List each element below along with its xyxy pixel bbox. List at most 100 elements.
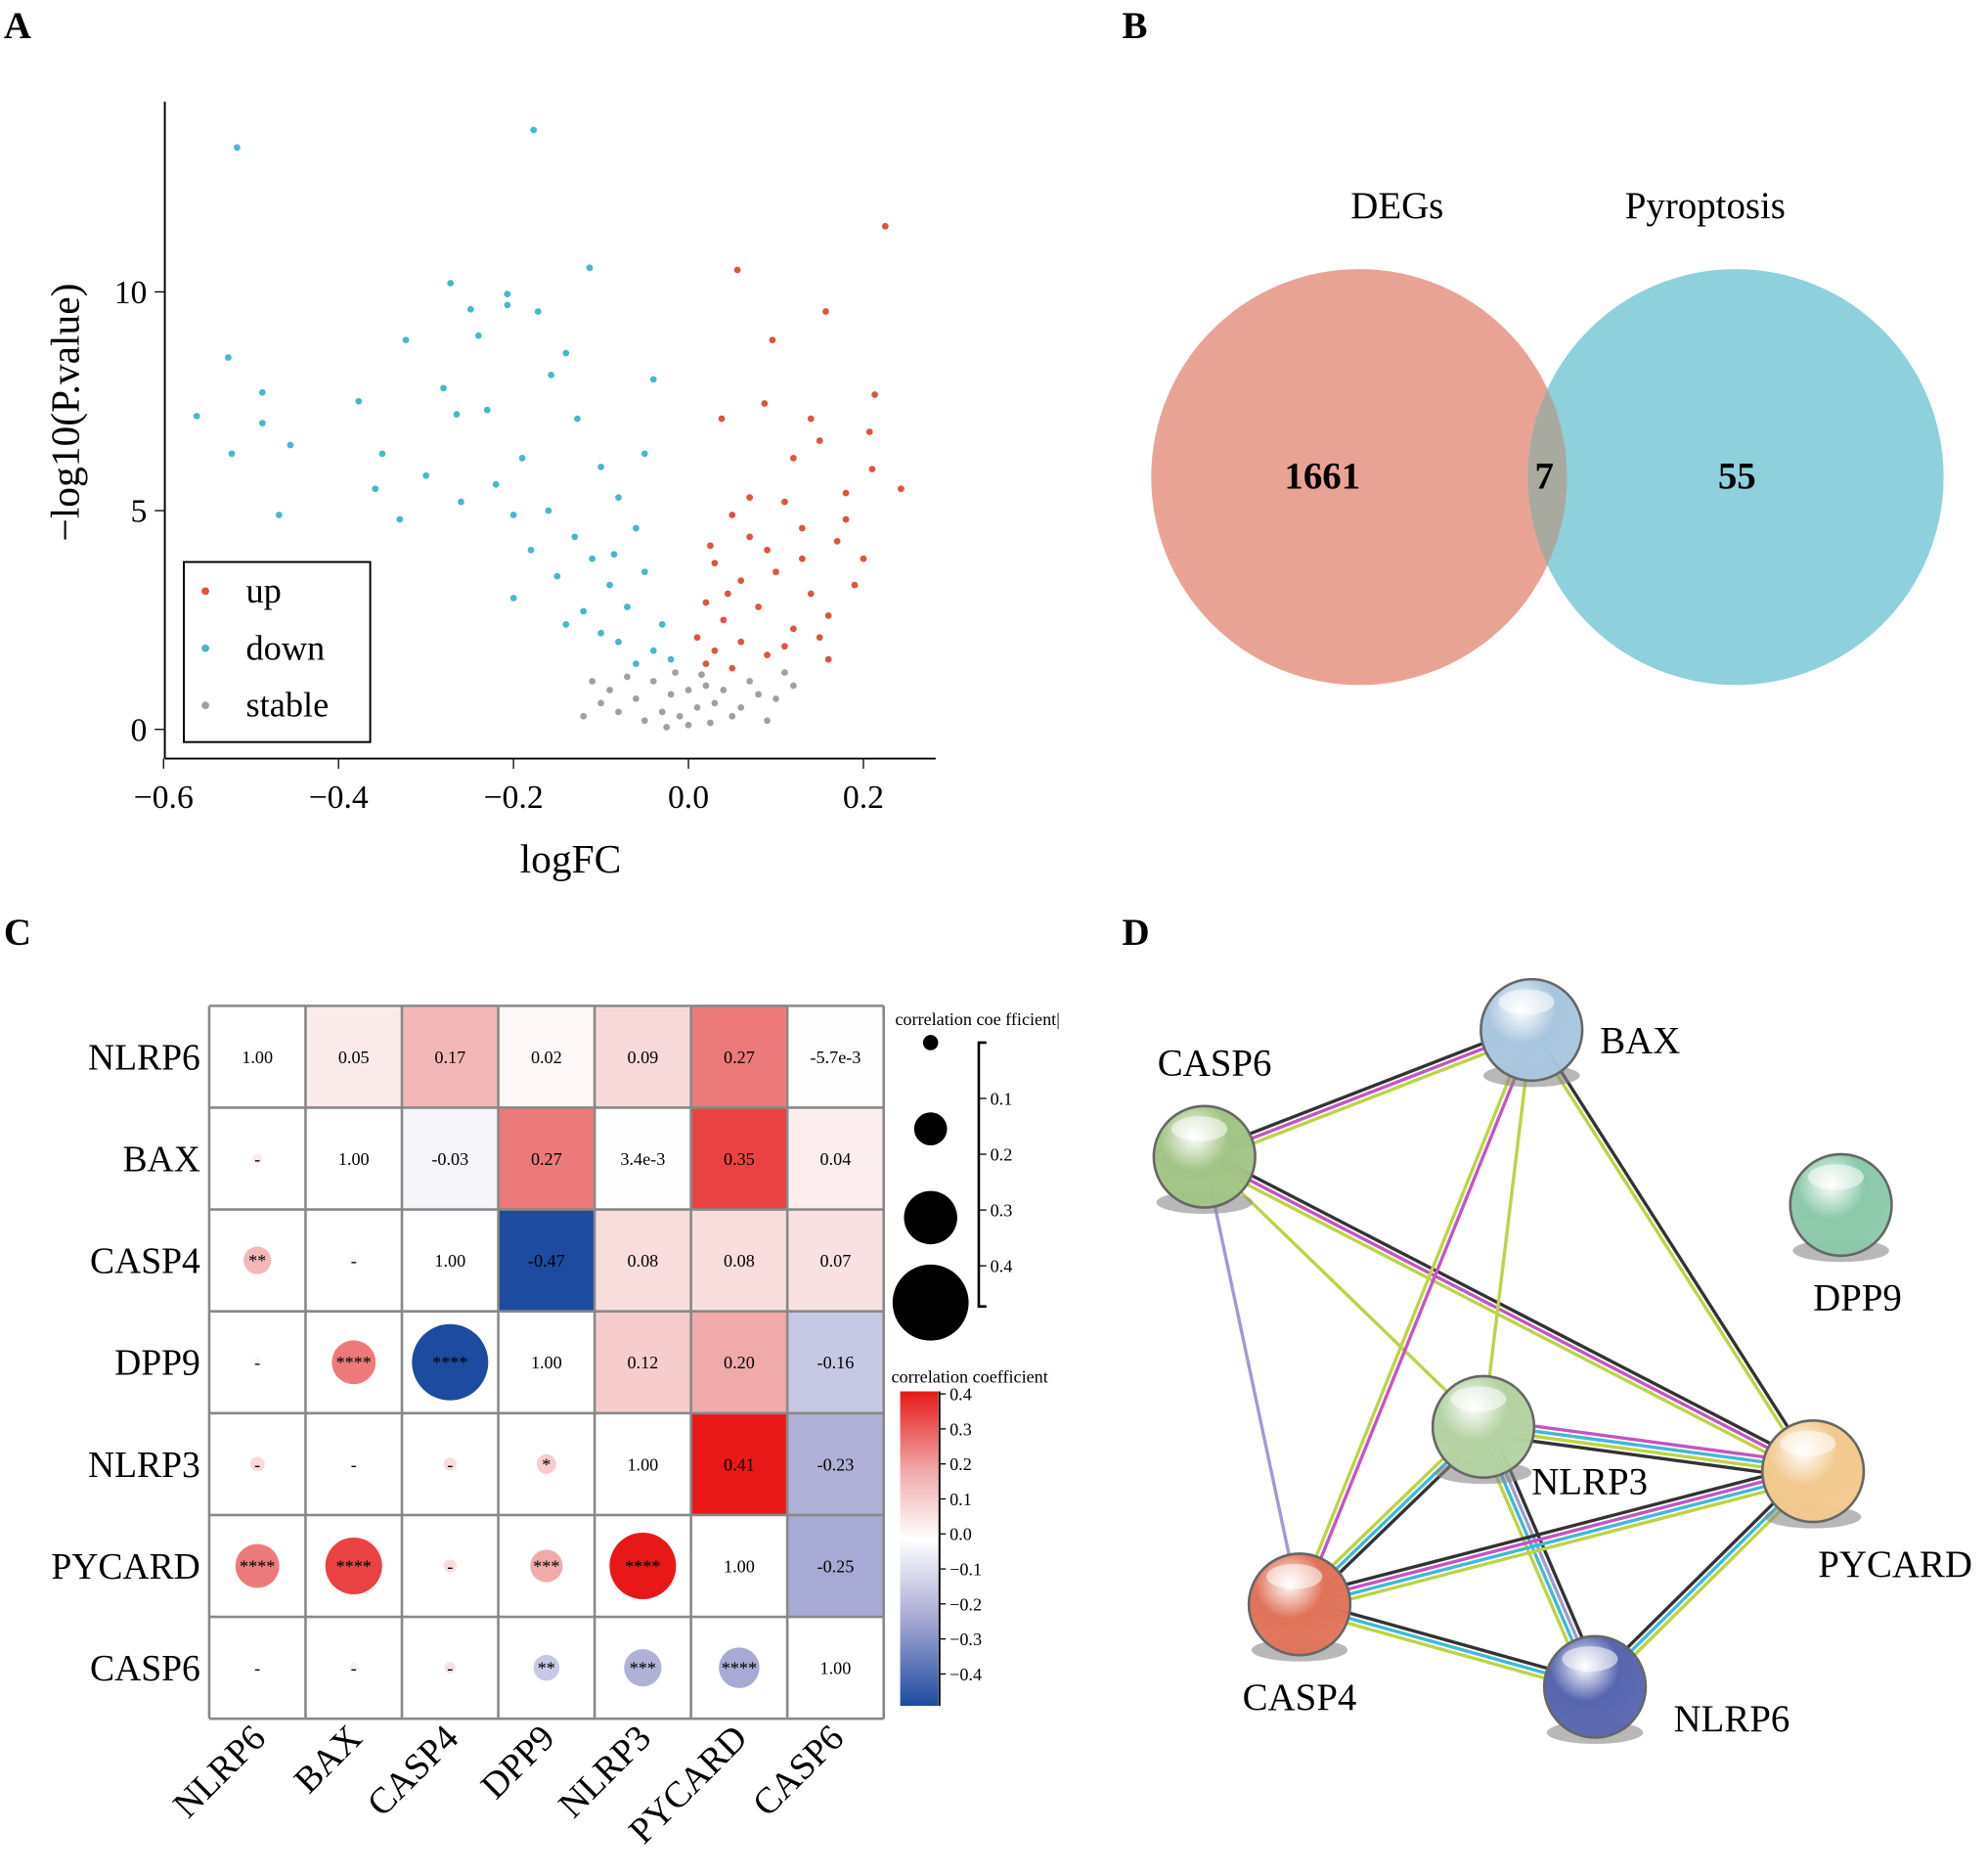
- edge-NLRP3-PYCARD: [1482, 1427, 1813, 1476]
- correlation-circle: [536, 1453, 556, 1474]
- correlation-circle: [609, 1532, 677, 1600]
- color-legend-tick-label: 0.0: [950, 1525, 972, 1544]
- significance-stars: -: [351, 1251, 357, 1271]
- point-down: [509, 595, 517, 602]
- significance-stars: -: [447, 1556, 453, 1576]
- point-up: [764, 546, 771, 554]
- edge-CASP4-PYCARD: [1298, 1467, 1813, 1604]
- significance-stars: ****: [336, 1556, 372, 1576]
- point-stable: [693, 703, 701, 711]
- point-stable: [672, 669, 679, 676]
- panel-label-d: D: [1122, 912, 1149, 954]
- point-stable: [580, 712, 588, 720]
- y-axis-label: −log10(P.value): [42, 284, 88, 542]
- point-stable: [764, 717, 771, 725]
- significance-stars: -: [351, 1659, 357, 1678]
- point-down: [447, 280, 455, 287]
- color-legend-tick-label: 0.2: [950, 1454, 972, 1474]
- color-legend-tick-label: 0.4: [950, 1385, 972, 1405]
- heatmap-cell: [690, 1209, 788, 1312]
- edge-BAX-NLRP3: [1481, 1029, 1533, 1428]
- point-down: [453, 411, 461, 419]
- heatmap-cell: [498, 1005, 596, 1108]
- legend-marker-down: [201, 644, 209, 652]
- cell-value: 0.27: [724, 1048, 755, 1067]
- point-up: [718, 415, 726, 423]
- point-down: [402, 336, 410, 343]
- point-down: [548, 372, 554, 379]
- heatmap-cell: [498, 1107, 596, 1210]
- volcano-plot: −0.6 −0.4 −0.2 0.0 0.2 0 5 10 logFC −log10(P.valu…: [42, 101, 936, 881]
- point-down: [504, 301, 511, 309]
- correlation-circle: [252, 1153, 263, 1164]
- point-stable: [632, 695, 640, 702]
- cell-value: -0.25: [817, 1556, 855, 1576]
- point-up: [807, 590, 815, 598]
- correlation-circle: [325, 1537, 382, 1595]
- cell-value: 3.4e-3: [620, 1149, 665, 1169]
- significance-stars: -: [254, 1659, 260, 1678]
- heatmap-cell: [787, 1107, 884, 1210]
- point-up: [711, 647, 719, 654]
- size-legend-axis: [977, 1041, 987, 1308]
- node-label-dpp9: DPP9: [1813, 1277, 1902, 1319]
- point-down: [606, 581, 613, 589]
- point-up: [707, 542, 714, 550]
- point-down: [504, 290, 511, 298]
- point-up: [702, 660, 710, 667]
- point-up: [871, 391, 878, 398]
- size-legend-circle: [922, 1035, 939, 1050]
- heatmap-cell: [787, 1005, 884, 1108]
- count-degs-only: 1661: [1284, 455, 1360, 497]
- point-up: [746, 533, 754, 541]
- color-legend-tick-label: −0.2: [950, 1594, 982, 1614]
- col-label-CASP4: CASP4: [360, 1718, 467, 1825]
- point-stable: [711, 699, 719, 707]
- x-tick-label: 0.2: [843, 780, 884, 816]
- point-stable: [624, 673, 631, 681]
- point-up: [737, 638, 745, 646]
- point-up: [842, 515, 850, 523]
- cell-value: 0.07: [820, 1251, 852, 1271]
- size-legend-title: correlation coe fficient|: [895, 1009, 1060, 1029]
- edge-NLRP3-PYCARD: [1481, 1432, 1813, 1481]
- significance-stars: -: [447, 1659, 453, 1678]
- row-label-NLRP3: NLRP3: [88, 1445, 200, 1486]
- cell-value: -0.47: [528, 1251, 565, 1271]
- point-stable: [589, 678, 596, 685]
- point-down: [649, 647, 657, 654]
- heatmap-cell: [787, 1514, 884, 1618]
- point-down: [597, 629, 604, 637]
- correlation-circle: [443, 1457, 457, 1471]
- legend-box: [183, 560, 372, 743]
- point-down: [474, 332, 482, 339]
- cell-value: 0.17: [434, 1048, 465, 1067]
- edge-CASP4-PYCARD: [1300, 1472, 1815, 1609]
- size-legend-circle: [913, 1112, 948, 1145]
- set-circle-pyroptosis: [1527, 269, 1944, 686]
- cell-value: 1.00: [434, 1251, 465, 1271]
- edge-CASP6-CASP4: [1203, 1156, 1302, 1605]
- size-legend-tick-label: 0.4: [991, 1257, 1013, 1276]
- venn-diagram: DEGs Pyroptosis 1661 7 55: [1151, 185, 1944, 686]
- point-up: [868, 466, 876, 472]
- cell-value: 0.08: [627, 1251, 658, 1271]
- count-intersection: 7: [1534, 455, 1553, 497]
- point-down: [275, 512, 283, 518]
- correlation-circle: [235, 1543, 280, 1588]
- color-legend-tick-label: −0.1: [950, 1560, 982, 1580]
- point-down: [589, 555, 596, 562]
- edge-CASP6-PYCARD: [1201, 1159, 1812, 1478]
- significance-stars: -: [254, 1353, 260, 1372]
- x-tick-label: −0.2: [484, 780, 544, 816]
- point-up: [764, 651, 771, 659]
- point-stable: [597, 699, 604, 707]
- node-label-pycard: PYCARD: [1818, 1543, 1972, 1586]
- significance-stars: -: [351, 1454, 357, 1474]
- cell-value: 0.04: [820, 1149, 852, 1169]
- heatmap-cell: [402, 1107, 499, 1210]
- edge-NLRP3-PYCARD: [1483, 1422, 1814, 1471]
- legend-label-down: down: [246, 628, 326, 667]
- point-stable: [737, 703, 745, 711]
- correlation-circle: [252, 1357, 263, 1367]
